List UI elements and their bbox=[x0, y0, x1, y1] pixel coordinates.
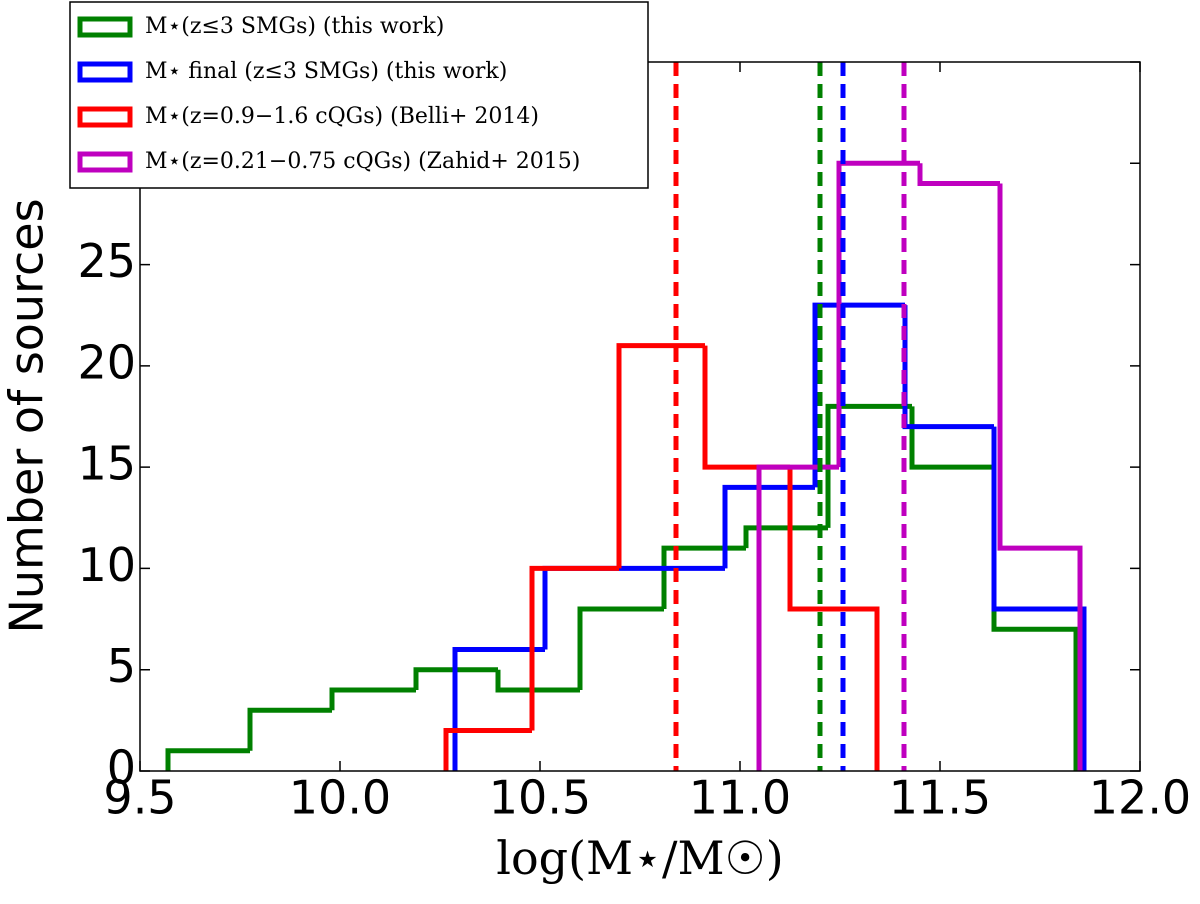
x-axis-label: log(M⋆/M☉) bbox=[496, 831, 783, 885]
legend-swatch bbox=[77, 151, 133, 173]
histogram-bin bbox=[329, 687, 416, 711]
legend-label: M⋆ final (z≤3 SMGs) (this work) bbox=[145, 59, 507, 84]
legend-swatch bbox=[77, 61, 133, 83]
legend-swatch bbox=[77, 106, 133, 128]
histogram-bin bbox=[443, 727, 532, 771]
histogram-bin bbox=[997, 183, 1083, 771]
histogram-bin bbox=[165, 748, 250, 771]
histogram-bin bbox=[909, 406, 994, 470]
histogram-bin bbox=[756, 464, 839, 771]
histogram-bin bbox=[825, 403, 912, 528]
histogram-bin bbox=[529, 565, 619, 731]
histogram-bin bbox=[787, 467, 880, 771]
x-tick-label: 10.5 bbox=[489, 771, 591, 825]
y-tick-label: 15 bbox=[77, 437, 136, 491]
y-tick-label: 20 bbox=[77, 335, 136, 389]
x-tick-label: 10.0 bbox=[289, 771, 391, 825]
legend-label: M⋆(z≤3 SMGs) (this work) bbox=[145, 14, 444, 39]
histogram-bin bbox=[495, 669, 580, 693]
histogram-bin bbox=[247, 707, 332, 751]
x-tick-label: 11.0 bbox=[689, 771, 791, 825]
histogram-bin bbox=[991, 426, 1087, 771]
histogram-bin bbox=[577, 606, 664, 690]
histogram-bin bbox=[991, 467, 1079, 771]
histogram-bin bbox=[661, 545, 746, 609]
histogram-bin bbox=[702, 345, 790, 470]
x-tick-label: 9.5 bbox=[103, 771, 176, 825]
x-tick-label: 12.0 bbox=[1089, 771, 1191, 825]
y-tick-label: 5 bbox=[107, 639, 136, 693]
y-axis-label: Number of sources bbox=[0, 198, 54, 633]
legend-box bbox=[69, 1, 649, 189]
histogram-bin bbox=[743, 525, 828, 549]
histogram-bin bbox=[902, 305, 994, 430]
histogram-bin bbox=[917, 163, 1000, 187]
histogram-bin bbox=[413, 667, 498, 690]
legend-label: M⋆(z=0.9−1.6 cQGs) (Belli+ 2014) bbox=[145, 104, 539, 129]
histogram-bin bbox=[616, 343, 705, 569]
histogram-bin bbox=[812, 302, 905, 488]
x-tick-label: 11.5 bbox=[889, 771, 991, 825]
y-tick-label: 25 bbox=[77, 234, 136, 288]
y-tick-label: 10 bbox=[77, 538, 136, 592]
y-tick-label: 0 bbox=[107, 741, 136, 795]
legend-label: M⋆(z=0.21−0.75 cQGs) (Zahid+ 2015) bbox=[145, 149, 580, 174]
histogram-bin bbox=[722, 484, 815, 569]
histogram-bin bbox=[836, 160, 920, 468]
legend-swatch bbox=[77, 16, 133, 38]
